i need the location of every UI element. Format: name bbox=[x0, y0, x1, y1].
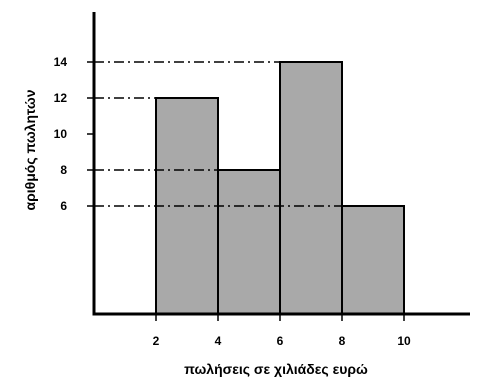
y-tick-label-8: 8 bbox=[60, 163, 67, 177]
reference-lines-group bbox=[94, 61, 404, 207]
y-tick-label-6: 6 bbox=[60, 199, 67, 213]
ticks-group: 2 4 6 8 10 6 8 10 12 14 bbox=[54, 55, 411, 348]
y-tick-label-14: 14 bbox=[54, 55, 68, 69]
histogram-bar-4 bbox=[341, 205, 405, 315]
x-tick-label-8: 8 bbox=[339, 334, 346, 348]
histogram-bar-1 bbox=[155, 97, 219, 315]
x-tick-label-10: 10 bbox=[397, 334, 411, 348]
y-axis-label: αριθμός πωλητών bbox=[22, 89, 38, 210]
x-tick-label-4: 4 bbox=[215, 334, 222, 348]
y-tick-label-10: 10 bbox=[54, 127, 68, 141]
y-tick-label-12: 12 bbox=[54, 91, 68, 105]
histogram-bar-3 bbox=[279, 61, 343, 315]
histogram-bar-2 bbox=[217, 169, 281, 315]
x-axis-label: πωλήσεις σε χιλιάδες ευρώ bbox=[184, 361, 368, 377]
x-tick-label-2: 2 bbox=[153, 334, 160, 348]
bars-group bbox=[155, 61, 405, 315]
x-tick-label-6: 6 bbox=[277, 334, 284, 348]
